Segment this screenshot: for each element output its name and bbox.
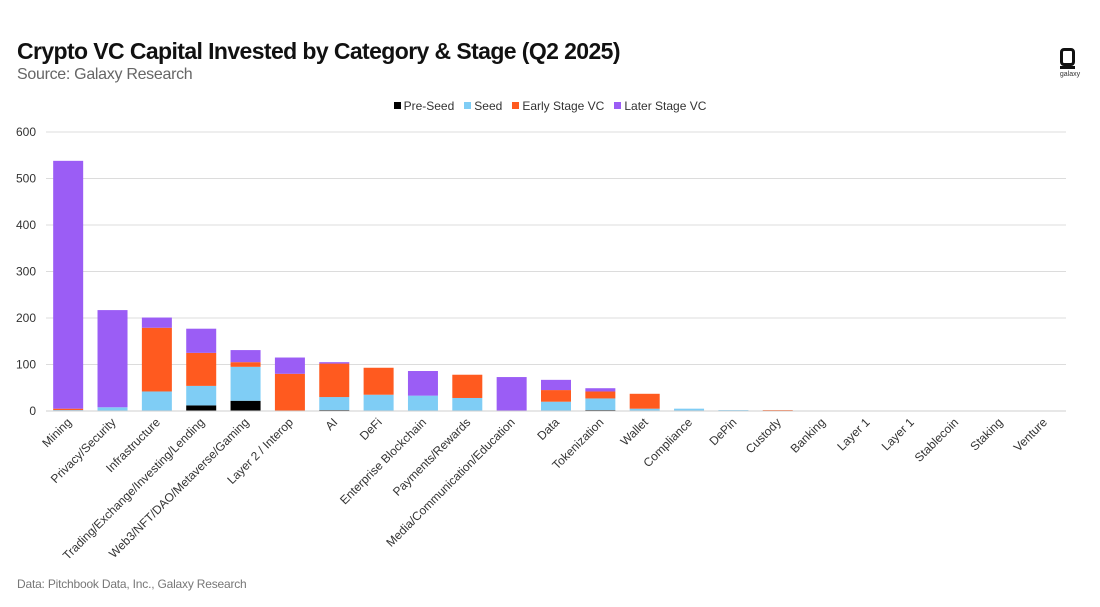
chart-legend: Pre-Seed Seed Early Stage VC Later Stage VC xyxy=(0,99,1100,113)
bar-segment xyxy=(230,350,261,363)
legend-item: Later Stage VC xyxy=(614,99,706,113)
bar-segment xyxy=(141,317,172,328)
chart-title: Crypto VC Capital Invested by Category &… xyxy=(17,38,621,64)
bar-segment xyxy=(230,400,261,411)
chart-subtitle: Source: Galaxy Research xyxy=(17,66,193,83)
x-tick-label: Data xyxy=(534,415,562,443)
y-tick-label: 0 xyxy=(29,404,36,418)
y-tick-label: 100 xyxy=(16,358,36,372)
galaxy-logo-icon xyxy=(1060,48,1075,69)
y-tick-label: 300 xyxy=(16,265,36,279)
galaxy-logo: galaxy xyxy=(1055,46,1085,82)
bar-segment xyxy=(274,373,305,411)
x-tick-label: Staking xyxy=(967,415,1005,453)
x-tick-label: Layer 1 xyxy=(834,415,872,453)
bar-segment xyxy=(363,367,394,395)
bar-segment xyxy=(585,398,616,411)
bar-segment xyxy=(274,357,305,374)
bar-segment xyxy=(541,390,571,402)
bar-segment xyxy=(585,388,616,392)
bar-segment xyxy=(141,391,172,411)
bar-segment xyxy=(319,397,350,411)
legend-item: Pre-Seed xyxy=(393,99,455,113)
bar-segment xyxy=(541,379,571,391)
x-tick-label: Custody xyxy=(743,415,784,456)
x-tick-label: Venture xyxy=(1011,415,1050,454)
bar-segment xyxy=(452,374,483,398)
legend-swatch xyxy=(512,102,520,109)
logo-text: galaxy xyxy=(1059,71,1081,78)
x-tick-label: DeFi xyxy=(357,415,385,443)
bar-segment xyxy=(186,385,217,406)
y-tick-label: 500 xyxy=(16,172,36,186)
legend-label: Seed xyxy=(474,99,503,113)
bar-segment xyxy=(407,371,438,396)
legend-label: Early Stage VC xyxy=(522,99,605,113)
y-tick-label: 600 xyxy=(16,125,36,139)
legend-label: Pre-Seed xyxy=(403,99,455,113)
footer-source: Data: Pitchbook Data, Inc., Galaxy Resea… xyxy=(17,577,247,591)
bar-segment xyxy=(674,408,705,411)
bar-segment xyxy=(230,366,261,401)
legend-label: Later Stage VC xyxy=(624,99,707,113)
x-tick-label: AI xyxy=(322,415,340,433)
bar-segment xyxy=(452,397,483,411)
bar-segment xyxy=(186,352,217,386)
bar-segment xyxy=(363,394,394,411)
bar-segment xyxy=(629,393,660,409)
legend-item: Seed xyxy=(464,99,502,113)
bar-segment xyxy=(186,328,217,353)
x-tick-label: Banking xyxy=(788,415,829,456)
bar-segment xyxy=(230,362,261,367)
x-tick-label: Wallet xyxy=(618,415,652,449)
x-tick-label: DePin xyxy=(706,415,739,448)
x-tick-label: Layer 1 xyxy=(879,415,917,453)
x-tick-label: Stablecoin xyxy=(912,415,962,465)
x-tick-label: Mining xyxy=(39,415,74,450)
bar-segment xyxy=(541,401,571,411)
bar-segment xyxy=(319,363,350,398)
x-tick-label: Payments/Rewards xyxy=(390,415,473,498)
legend-swatch xyxy=(464,102,472,109)
bar-segment xyxy=(97,310,128,408)
bar-segment xyxy=(53,160,84,409)
legend-swatch xyxy=(614,102,622,109)
bar-segment xyxy=(141,327,172,392)
y-tick-label: 200 xyxy=(16,311,36,325)
bar-segment xyxy=(496,377,527,411)
legend-swatch xyxy=(393,102,401,109)
legend-item: Early Stage VC xyxy=(512,99,604,113)
bar-segment xyxy=(407,395,438,411)
x-tick-label: Enterprise Blockchain xyxy=(337,415,429,507)
bar-segment xyxy=(629,408,660,411)
bar-segment xyxy=(97,407,128,411)
bar-segment xyxy=(53,408,84,411)
bar-segment xyxy=(319,362,350,364)
bar-segment xyxy=(186,405,217,411)
bar-segment xyxy=(585,391,616,399)
y-tick-label: 400 xyxy=(16,218,36,232)
